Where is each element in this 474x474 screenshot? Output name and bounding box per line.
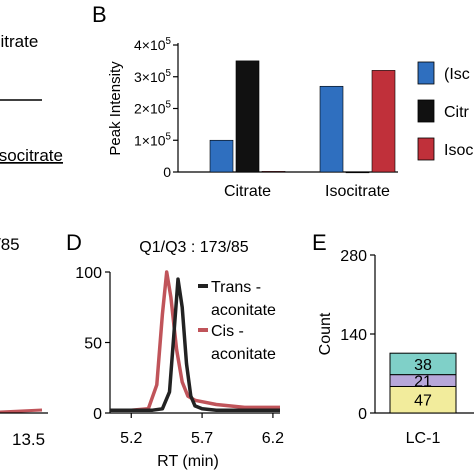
panel-d-legend-label: Cis - [211,323,244,340]
panel-d-y-tick-label: 50 [84,336,102,353]
panel-b-y-tick-label: 3×105 [134,68,172,85]
panel-b-legend-swatch [417,61,435,85]
panel-b-y-tick-label: 4×105 [134,36,172,53]
fragment-isocitrate-label: Isocitrate [0,146,63,165]
panel-b-y-tick-label: 0 [163,164,171,180]
panel-d-series-line [110,277,280,412]
panel-e-y-axis-label: Count [317,312,334,355]
panel-e-data-label: 21 [414,374,432,391]
panel-letter-d: D [66,230,82,255]
panel-b-legend-label: Isoc [444,142,473,159]
fragment-trace-red [0,408,43,414]
panel-b-bar [319,85,344,173]
panel-b-legend-swatch [417,99,435,123]
panel-e-y-tick-label: 140 [340,327,367,344]
panel-d-legend-label: aconitate [211,346,276,363]
panel-b-legend-label: (Isc [444,66,470,83]
panel-d-x-axis-label: RT (min) [157,453,219,470]
panel-d-series-line [110,270,280,412]
panel-d-chart: Q1/Q3 : 173/85 0 50 100 5.2 5.7 6.2 RT (min) Tra… [75,239,284,470]
fragment-citrate-label: citrate [0,32,38,51]
panel-e-y-tick-label: 0 [358,406,367,423]
panel-d-legend-label: aconitate [211,302,276,319]
panel-b-y-tick-label: 2×105 [134,100,172,117]
panel-d-x-tick-label: 6.2 [262,430,284,447]
panel-d-y-tick-label: 0 [93,406,102,423]
panel-b-bar [235,60,260,173]
fragment-tick-label: 13.5 [12,430,45,449]
panel-e-data-label: 38 [414,357,432,374]
panel-b-bar [345,171,370,174]
panel-b-bar [261,171,286,173]
panel-letter-e: E [312,230,327,255]
fragment-ratio-label: /85 [0,235,20,254]
panel-d-x-tick-label: 5.7 [191,430,213,447]
panel-b-x-tick-label: Citrate [224,183,271,200]
panel-b-legend-swatch [417,137,435,161]
panel-e-x-tick-label: LC-1 [406,430,441,447]
panel-b-y-tick-label: 1×105 [134,131,172,148]
panel-b-chart: 0 1×105 2×105 3×105 4×105 Peak Intensity Citra… [107,36,473,200]
panel-e-data-label: 47 [414,393,432,410]
panel-b-legend-label: Citr [444,104,470,121]
panel-b-bar [209,139,234,173]
panel-d-legend-label: Trans - [211,279,261,296]
panel-e-y-tick-label: 280 [340,248,367,265]
panel-d-y-tick-label: 100 [75,265,102,282]
panel-e-stack-segment [389,352,457,376]
panel-letter-b: B [92,2,107,27]
panel-b-x-tick-label: Isocitrate [325,183,390,200]
panel-b-y-axis-label: Peak Intensity [107,61,124,156]
panel-b-bar [371,70,396,173]
panel-d-x-tick-label: 5.2 [120,430,142,447]
panel-d-title: Q1/Q3 : 173/85 [139,239,249,256]
